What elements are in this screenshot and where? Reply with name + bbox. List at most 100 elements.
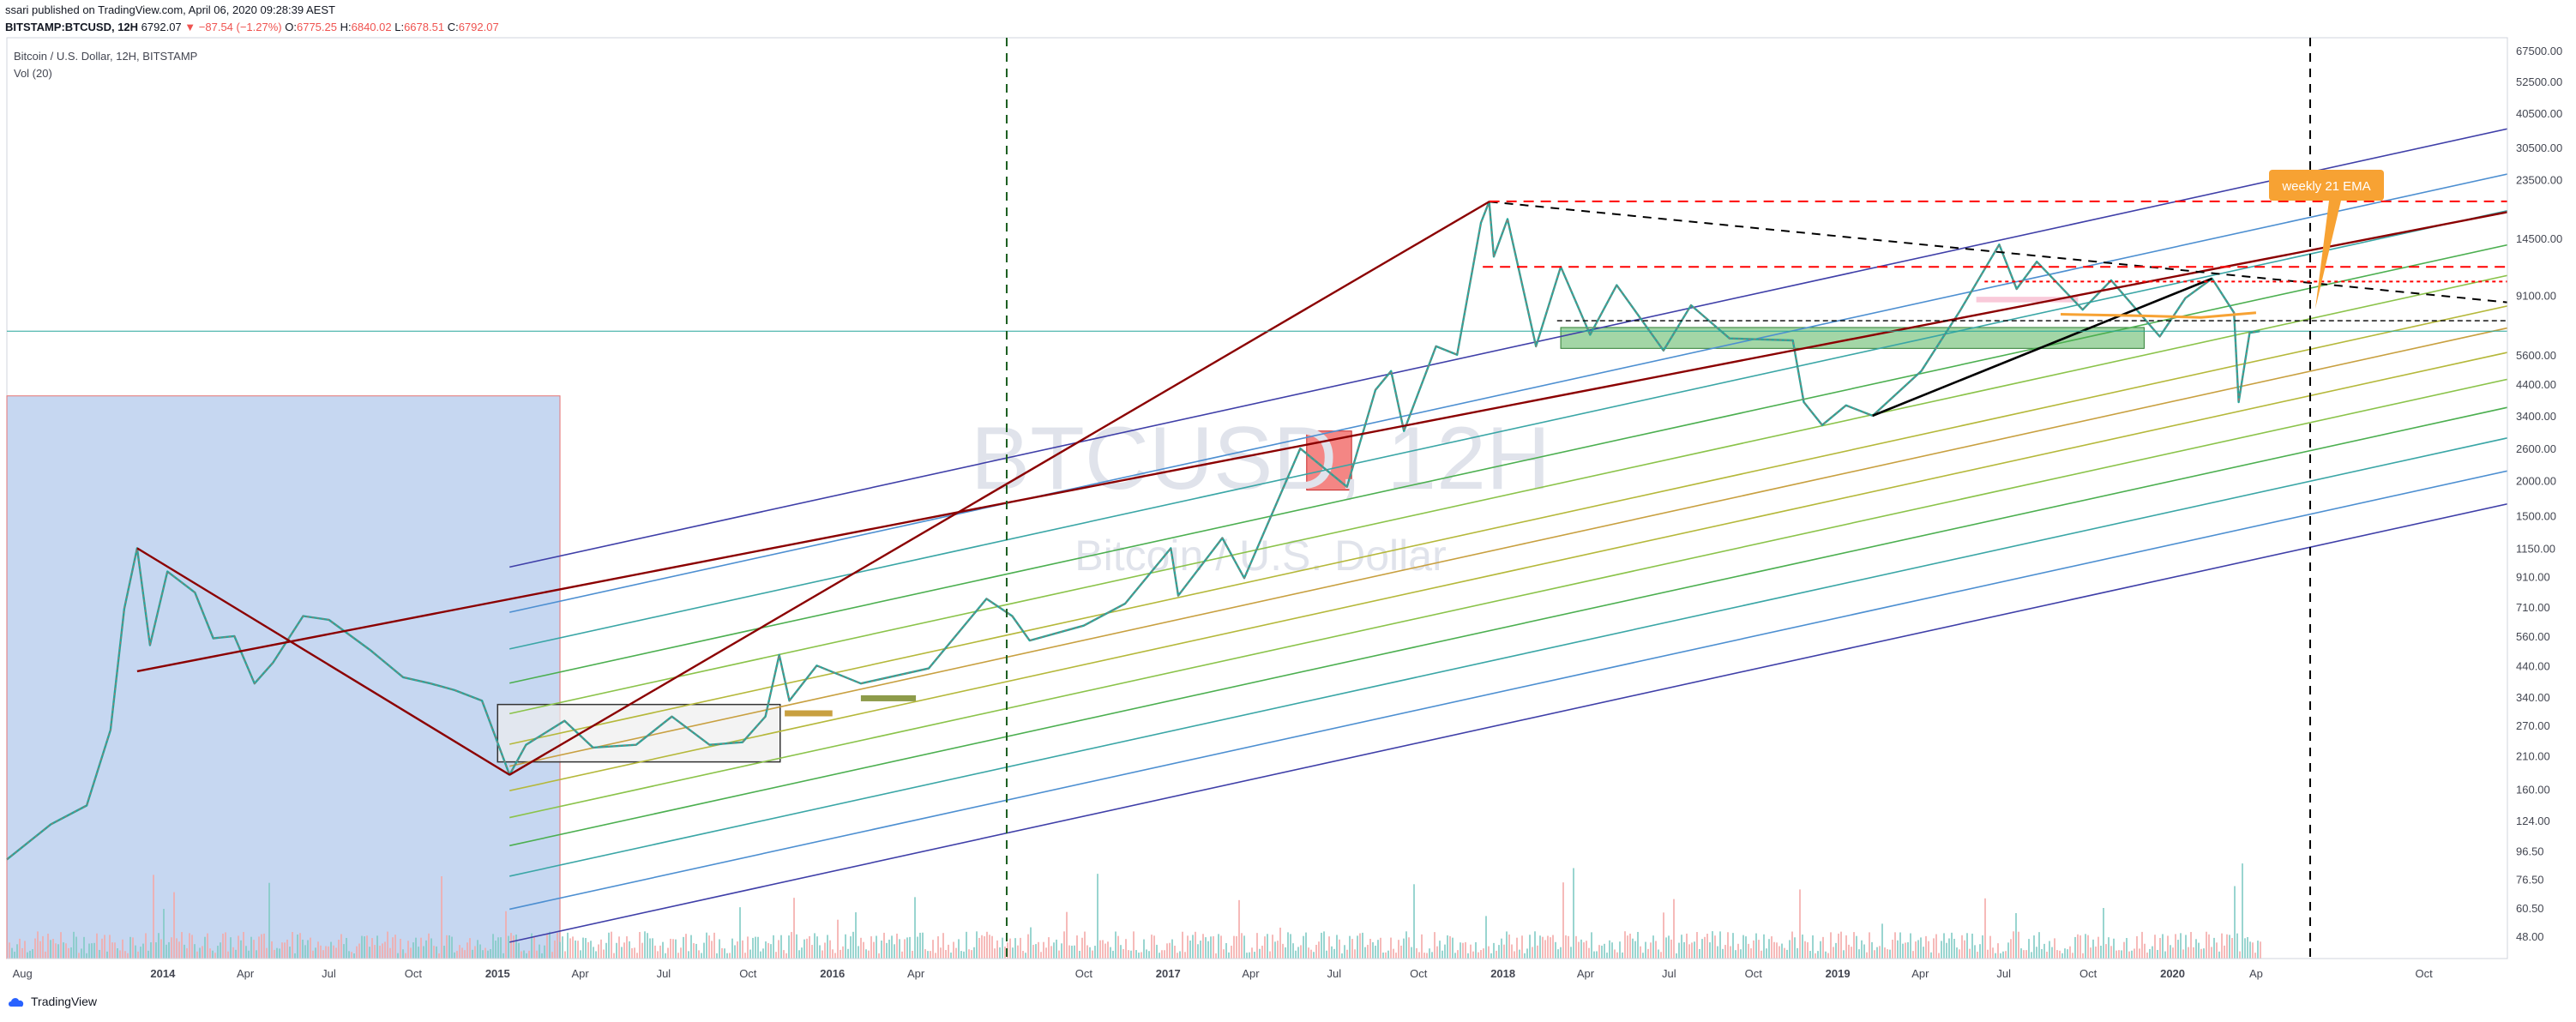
- volume-bar: [960, 951, 962, 959]
- volume-bar: [307, 940, 309, 959]
- volume-bar: [158, 933, 159, 959]
- volume-bar: [196, 951, 198, 959]
- volume-bar: [1856, 935, 1857, 959]
- x-tick-label: Oct: [2416, 967, 2434, 980]
- volume-bar: [803, 939, 805, 959]
- volume-bar: [2206, 931, 2207, 959]
- volume-bar: [1609, 940, 1610, 959]
- volume-legend[interactable]: Vol (20): [14, 67, 52, 80]
- volume-bar: [117, 948, 118, 959]
- volume-bar: [1907, 942, 1909, 959]
- volume-bar: [16, 944, 18, 959]
- volume-bar: [521, 951, 522, 959]
- volume-bar: [1601, 945, 1603, 959]
- volume-bar: [238, 935, 239, 959]
- volume-bar: [2226, 934, 2228, 959]
- small-support-bar-2: [860, 694, 917, 701]
- volume-bar: [775, 952, 777, 959]
- volume-bar: [1688, 944, 1690, 959]
- volume-bar: [1704, 936, 1706, 959]
- tradingview-logo[interactable]: TradingView: [7, 995, 97, 1008]
- volume-bar: [2190, 931, 2192, 959]
- volume-bar: [1295, 950, 1297, 959]
- volume-bar: [1148, 951, 1150, 959]
- volume-bar: [1917, 940, 1919, 959]
- volume-bar: [829, 940, 831, 959]
- volume-bar: [1331, 946, 1333, 959]
- volume-bar: [837, 919, 839, 959]
- volume-bar: [924, 949, 926, 959]
- volume-bar: [191, 935, 193, 959]
- volume-bar: [1007, 942, 1008, 959]
- volume-bar: [2025, 950, 2027, 959]
- volume-bar: [1804, 941, 1806, 959]
- volume-bar: [1557, 949, 1559, 959]
- volume-bar: [1362, 932, 1363, 959]
- volume-bar: [32, 949, 33, 959]
- volume-bar: [150, 942, 152, 959]
- x-tick-label: Jul: [1662, 967, 1676, 980]
- volume-bar: [1434, 932, 1435, 959]
- time-axis[interactable]: Aug 2014 Apr Jul Oct 2015 Apr Jul Oct 2016 Apr Oct 2…: [7, 958, 2507, 980]
- y-tick-label: 160.00: [2516, 783, 2550, 796]
- volume-bar: [29, 950, 31, 959]
- volume-bar: [816, 936, 818, 959]
- volume-bar: [641, 942, 643, 959]
- volume-bar: [840, 949, 841, 959]
- volume-bar: [1552, 935, 1554, 959]
- volume-bar: [863, 941, 864, 959]
- volume-bar: [2105, 944, 2107, 959]
- volume-bar: [19, 938, 21, 959]
- volume-bar: [492, 934, 494, 959]
- volume-bar: [757, 936, 759, 959]
- volume-bar: [1604, 943, 1605, 959]
- price-axis[interactable]: 48.00 60.50 76.50 96.50 124.00 160.00 210.00 27…: [2507, 38, 2562, 959]
- volume-bar: [2056, 950, 2058, 959]
- volume-bar: [1925, 935, 1927, 959]
- volume-bar: [2252, 942, 2254, 959]
- volume-bar: [780, 935, 782, 959]
- volume-bar: [91, 943, 93, 959]
- volume-bar: [1418, 952, 1420, 959]
- volume-bar: [400, 938, 401, 959]
- volume-bar: [1611, 942, 1613, 959]
- x-tick-label: Oct: [405, 967, 423, 980]
- volume-bar: [832, 949, 834, 959]
- volume-bar: [1292, 943, 1294, 959]
- volume-bar: [2067, 949, 2068, 959]
- volume-bar: [256, 950, 257, 959]
- volume-bar: [2046, 952, 2048, 959]
- volume-bar: [1797, 947, 1798, 959]
- series-legend[interactable]: Bitcoin / U.S. Dollar, 12H, BITSTAMP: [14, 50, 197, 63]
- volume-bar: [2154, 935, 2156, 959]
- volume-bar: [1863, 944, 1865, 959]
- volume-bar: [1115, 931, 1116, 959]
- volume-bar: [935, 953, 936, 959]
- volume-bar: [991, 935, 993, 959]
- volume-bar: [52, 939, 54, 959]
- volume-bar: [981, 935, 983, 959]
- volume-bar: [749, 949, 751, 959]
- volume-bar: [11, 947, 13, 959]
- x-tick-label: Apr: [237, 967, 255, 980]
- volume-bar: [809, 935, 810, 959]
- volume-bar: [101, 938, 103, 959]
- volume-bar: [2236, 933, 2238, 959]
- volume-bar: [1809, 951, 1811, 959]
- volume-bar: [1326, 950, 1327, 959]
- volume-bar: [1084, 931, 1086, 959]
- volume-bar: [2077, 934, 2079, 959]
- volume-bar: [912, 951, 913, 959]
- volume-bar: [1403, 938, 1405, 959]
- volume-bar: [81, 948, 82, 959]
- volume-bar: [659, 945, 661, 959]
- volume-bar: [1521, 935, 1523, 959]
- y-tick-label: 710.00: [2516, 601, 2550, 614]
- x-tick-label: Apr: [571, 967, 589, 980]
- volume-bar: [878, 953, 880, 959]
- volume-bar: [245, 946, 247, 959]
- volume-bar: [155, 942, 157, 959]
- volume-bar: [600, 939, 602, 959]
- volume-bar: [2159, 937, 2161, 959]
